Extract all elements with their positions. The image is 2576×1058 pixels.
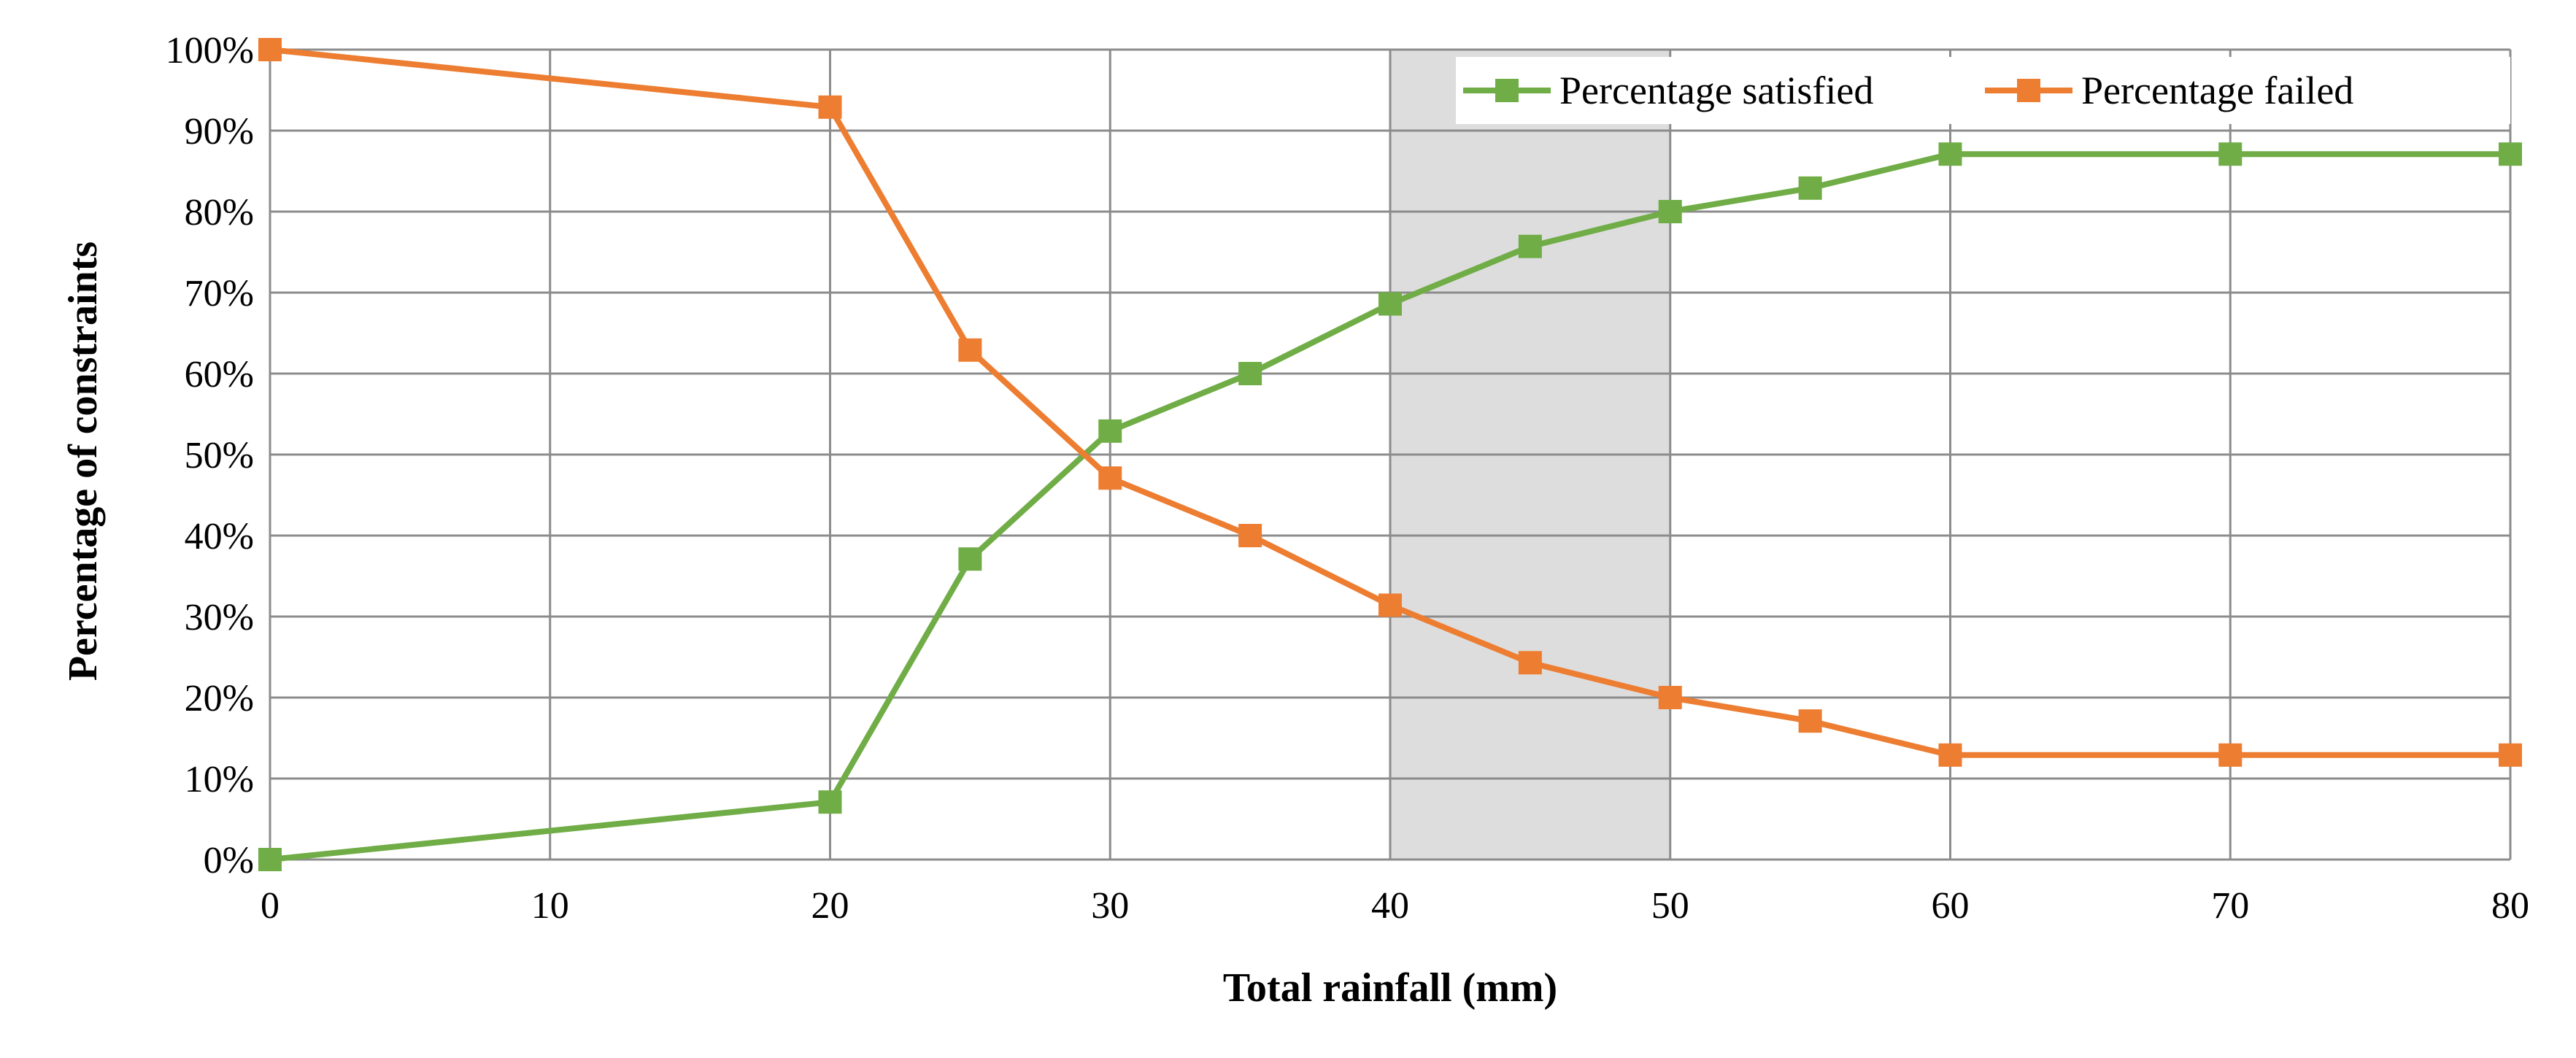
y-tick-label-40: 40% [185,516,254,557]
series-0-point-10 [2218,142,2243,166]
series-1-point-3 [1098,466,1122,490]
legend-label-0: Percentage satisfied [1559,69,1873,112]
series-1-point-6 [1518,651,1542,675]
y-axis-title: Percentage of constraints [61,242,106,681]
y-tick-label-90: 90% [185,111,254,152]
series-1-point-10 [2218,743,2243,767]
legend-marker-1 [2017,79,2040,102]
gridlines [269,48,2512,861]
series-0-point-6 [1518,234,1542,258]
series-1-point-4 [1238,524,1262,547]
series-1-point-0 [258,38,282,61]
x-tick-label-30: 30 [1091,885,1129,927]
series-1-point-1 [818,95,842,119]
y-tick-label-80: 80% [185,192,254,233]
legend-label-1: Percentage failed [2081,69,2353,112]
y-tick-label-70: 70% [185,273,254,314]
x-tick-label-20: 20 [811,885,849,927]
series-1-point-8 [1798,709,1822,733]
series-markers [258,38,2522,871]
y-tick-label-10: 10% [185,759,254,800]
series-0-point-2 [958,547,982,571]
x-tick-label-50: 50 [1651,885,1689,927]
series-1-point-2 [958,338,982,362]
y-tick-label-0: 0% [204,840,254,881]
series-1-point-5 [1378,593,1402,617]
x-axis-title: Total rainfall (mm) [1223,965,1557,1011]
legend: Percentage satisfied Percentage failed [1456,57,2510,124]
tick-labels: 0 10 20 30 40 50 60 70 80 0% 10% 20% 30% 40% 50% 60% 70%… [166,30,2529,927]
x-tick-label-10: 10 [531,885,569,927]
series-lines [269,47,2510,862]
y-tick-label-50: 50% [185,435,254,476]
x-tick-label-80: 80 [2491,885,2529,927]
series-0-point-11 [2499,142,2522,166]
legend-box [1456,57,2510,124]
series-0-point-0 [258,848,282,871]
series-0-point-7 [1658,200,1682,223]
series-1-point-7 [1658,686,1682,709]
x-tick-label-60: 60 [1932,885,1970,927]
y-tick-label-20: 20% [185,678,254,719]
y-tick-label-30: 30% [185,597,254,638]
series-0-point-8 [1798,176,1822,200]
series-1-point-9 [1938,743,1962,767]
series-0-point-9 [1938,142,1962,166]
y-tick-label-100: 100% [166,30,254,72]
x-tick-label-0: 0 [261,885,279,927]
legend-marker-0 [1495,79,1519,102]
y-tick-label-60: 60% [185,354,254,395]
series-0-point-3 [1098,419,1122,443]
x-tick-label-70: 70 [2211,885,2249,927]
series-line-0 [269,151,2510,862]
series-0-point-4 [1238,362,1262,385]
series-0-point-1 [818,790,842,814]
x-tick-label-40: 40 [1371,885,1409,927]
series-1-point-11 [2499,743,2522,767]
series-0-point-5 [1378,292,1402,316]
series-line-1 [269,47,2510,758]
